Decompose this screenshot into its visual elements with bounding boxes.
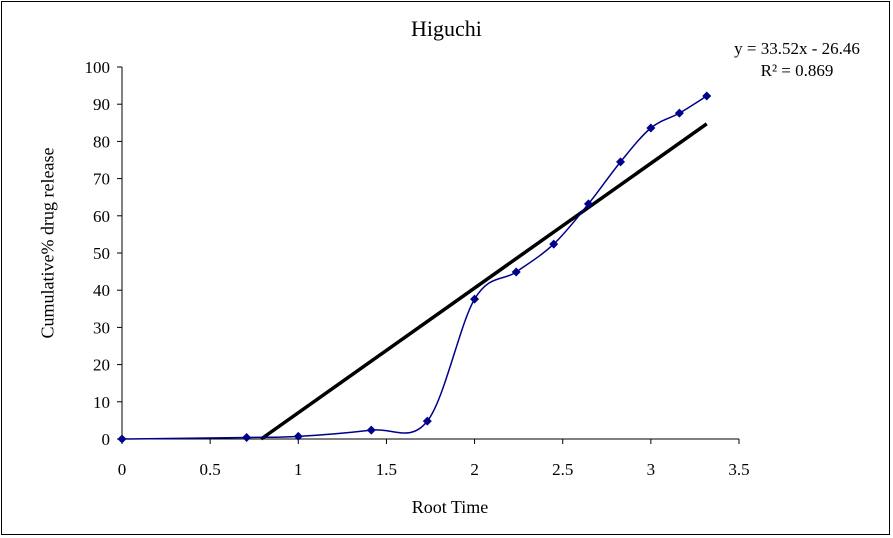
data-point (549, 239, 559, 249)
y-tick-label: 0 (102, 430, 111, 449)
data-point (583, 199, 593, 209)
data-point (422, 416, 432, 426)
data-point (117, 434, 127, 444)
data-point (470, 294, 480, 304)
data-point (674, 108, 684, 118)
trendline-equation: y = 33.52x - 26.46 R² = 0.869 (712, 38, 882, 82)
trendline-r2-text: R² = 0.869 (760, 61, 834, 80)
data-point (242, 433, 252, 443)
y-tick-label: 80 (93, 132, 110, 151)
y-axis-label: Cumulative% drug release (37, 147, 58, 339)
data-point (293, 431, 303, 441)
x-axis-label: Root Time (411, 497, 489, 517)
y-tick-label: 90 (93, 95, 110, 114)
x-tick-label: 2.5 (552, 460, 573, 479)
chart-title: Higuchi (411, 16, 482, 41)
trendline (260, 122, 708, 441)
data-point (702, 91, 712, 101)
y-tick-label: 40 (93, 281, 110, 300)
x-tick-label: 1.5 (376, 460, 397, 479)
data-point (646, 123, 656, 133)
data-point (366, 425, 376, 435)
data-point (511, 267, 521, 277)
y-tick-label: 70 (93, 170, 110, 189)
y-tick-label: 60 (93, 207, 110, 226)
x-tick-label: 2 (470, 460, 479, 479)
x-tick-label: 1 (294, 460, 303, 479)
x-tick-label: 3.5 (728, 460, 749, 479)
y-tick-label: 10 (93, 393, 110, 412)
y-tick-label: 50 (93, 244, 110, 263)
y-tick-label: 100 (85, 58, 111, 77)
x-tick-label: 0.5 (200, 460, 221, 479)
y-tick-label: 30 (93, 318, 110, 337)
trendline-equation-text: y = 33.52x - 26.46 (734, 39, 860, 58)
series-line (121, 95, 708, 440)
x-tick-label: 3 (647, 460, 656, 479)
x-tick-label: 0 (118, 460, 127, 479)
y-tick-label: 20 (93, 356, 110, 375)
data-point (616, 157, 626, 167)
